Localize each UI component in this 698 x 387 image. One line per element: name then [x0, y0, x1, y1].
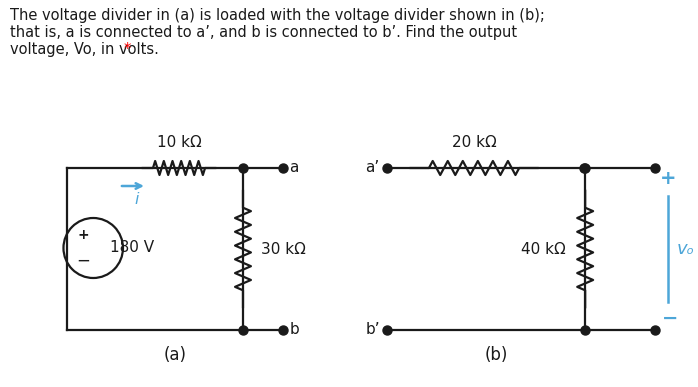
Text: a: a: [290, 161, 299, 175]
Text: vₒ: vₒ: [676, 240, 695, 258]
Text: −: −: [76, 252, 90, 270]
Text: The voltage divider in (a) is loaded with the voltage divider shown in (b);: The voltage divider in (a) is loaded wit…: [10, 8, 545, 23]
Text: +: +: [660, 168, 676, 187]
Text: 10 kΩ: 10 kΩ: [156, 135, 202, 150]
Text: a’: a’: [366, 161, 380, 175]
Text: 20 kΩ: 20 kΩ: [452, 135, 496, 150]
Text: 180 V: 180 V: [110, 240, 154, 255]
Text: (a): (a): [163, 346, 186, 364]
Text: 40 kΩ: 40 kΩ: [521, 241, 565, 257]
Text: (b): (b): [484, 346, 507, 364]
Text: b’: b’: [365, 322, 380, 337]
Text: +: +: [77, 228, 89, 242]
Text: voltage, Vo, in volts.: voltage, Vo, in volts.: [10, 42, 163, 57]
Text: 30 kΩ: 30 kΩ: [261, 241, 306, 257]
Text: that is, a is connected to a’, and b is connected to b’. Find the output: that is, a is connected to a’, and b is …: [10, 25, 517, 40]
Text: i: i: [135, 192, 139, 207]
Text: −: −: [662, 308, 678, 327]
Text: b: b: [290, 322, 299, 337]
Text: *: *: [124, 42, 131, 57]
